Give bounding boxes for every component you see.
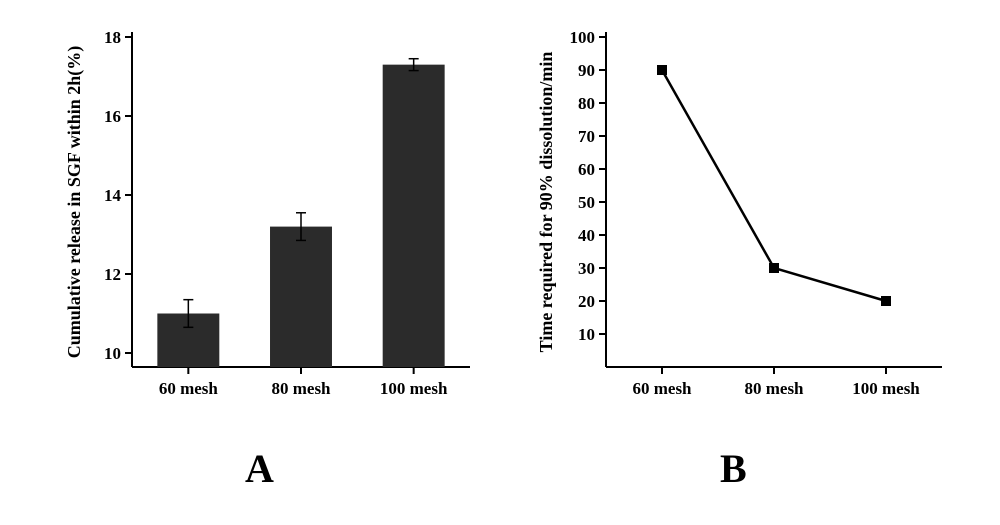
svg-text:Cumulative release in SGF with: Cumulative release in SGF within 2h(%) (64, 46, 85, 359)
svg-text:60 mesh: 60 mesh (632, 379, 692, 398)
svg-text:30: 30 (578, 259, 595, 278)
svg-text:60 mesh: 60 mesh (159, 379, 219, 398)
svg-text:20: 20 (578, 292, 595, 311)
svg-text:10: 10 (104, 344, 121, 363)
panel-a-chart: 10 12 14 16 18 60 mesh 80 mesh 100 mesh Cumulati… (50, 22, 485, 417)
svg-text:40: 40 (578, 226, 595, 245)
svg-text:90: 90 (578, 61, 595, 80)
svg-text:16: 16 (104, 107, 121, 126)
svg-text:18: 18 (104, 28, 121, 47)
svg-text:80 mesh: 80 mesh (271, 379, 331, 398)
svg-text:14: 14 (104, 186, 122, 205)
panel-a-label: A (245, 445, 274, 492)
svg-text:100 mesh: 100 mesh (852, 379, 920, 398)
panel-b-label: B (720, 445, 747, 492)
svg-text:100 mesh: 100 mesh (380, 379, 448, 398)
svg-text:12: 12 (104, 265, 121, 284)
svg-text:70: 70 (578, 127, 595, 146)
svg-text:10: 10 (578, 325, 595, 344)
svg-text:100: 100 (570, 28, 596, 47)
svg-text:80: 80 (578, 94, 595, 113)
svg-text:80 mesh: 80 mesh (744, 379, 804, 398)
svg-text:50: 50 (578, 193, 595, 212)
svg-text:Time required for 90% dissolut: Time required for 90% dissolution/min (536, 52, 556, 353)
figure-container: 10 12 14 16 18 60 mesh 80 mesh 100 mesh Cumulati… (0, 0, 1000, 525)
panel-b-chart: 10 20 30 40 50 60 70 80 90 100 60 mesh 80 mesh 100 m… (520, 22, 955, 417)
svg-text:60: 60 (578, 160, 595, 179)
